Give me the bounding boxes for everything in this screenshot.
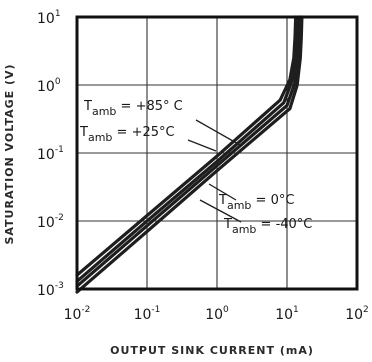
series-curve-2 bbox=[75, 15, 302, 288]
annotation-leader bbox=[208, 183, 237, 201]
y-axis-title: SATURATION VOLTAGE (V) bbox=[3, 63, 16, 244]
annotation-leader bbox=[199, 199, 242, 223]
y-tick-label: 10-2 bbox=[37, 213, 64, 231]
y-tick-label: 101 bbox=[37, 9, 61, 27]
grid bbox=[77, 17, 357, 289]
x-tick-label: 101 bbox=[275, 305, 299, 323]
series-curves bbox=[75, 15, 304, 294]
x-tick-labels: 10-2 10-1 100 101 102 bbox=[64, 305, 369, 323]
temperature-label: Tamb = +25°C bbox=[79, 125, 175, 144]
series-curve-0 bbox=[75, 15, 298, 277]
y-tick-label: 10-3 bbox=[37, 281, 64, 299]
y-tick-label: 10-1 bbox=[37, 145, 64, 163]
temperature-label: Tamb = 0°C bbox=[218, 193, 294, 212]
temperature-annotations: Tamb = +85° C Tamb = +25°C Tamb = 0°C Tamb … bbox=[79, 99, 312, 236]
x-tick-label: 10-1 bbox=[134, 305, 161, 323]
y-tick-labels: 101 100 10-1 10-2 10-3 bbox=[37, 9, 64, 299]
series-curve-3 bbox=[75, 15, 304, 294]
plot-frame bbox=[75, 15, 359, 291]
y-tick-label: 100 bbox=[37, 77, 61, 95]
series-curve-1 bbox=[75, 15, 300, 283]
x-axis-title: OUTPUT SINK CURRENT (mA) bbox=[110, 344, 314, 357]
x-tick-label: 102 bbox=[345, 305, 369, 323]
annotation-leader bbox=[195, 119, 241, 146]
temperature-label: Tamb = +85° C bbox=[83, 99, 183, 118]
x-tick-label: 10-2 bbox=[64, 305, 91, 323]
annotation-leader bbox=[187, 139, 217, 152]
annotation-leaders bbox=[187, 119, 242, 223]
x-tick-label: 100 bbox=[205, 305, 229, 323]
temperature-label: Tamb = -40°C bbox=[223, 217, 312, 236]
